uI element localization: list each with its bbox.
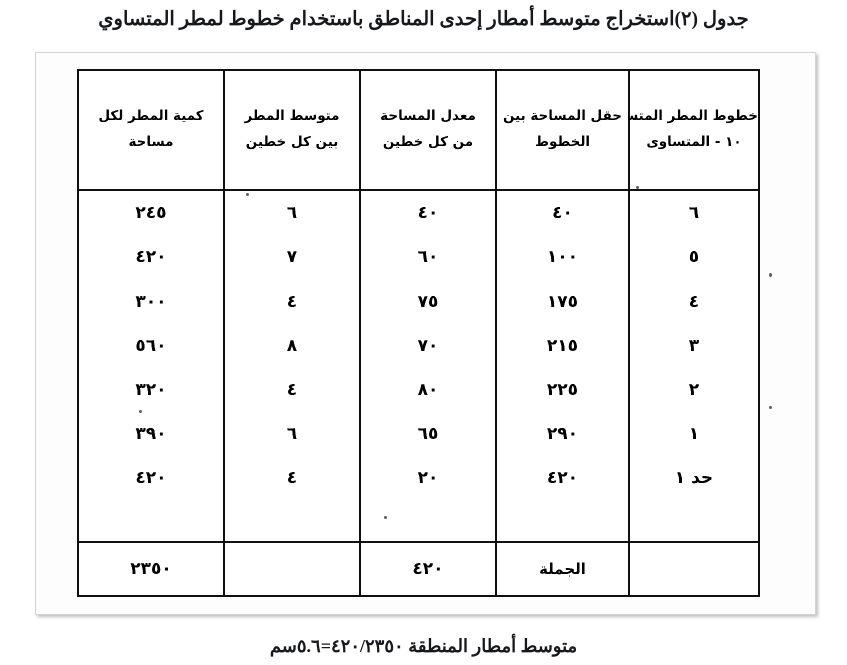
cell-area-between: ٤٠ (495, 188, 630, 236)
spacer-cell (223, 500, 361, 543)
cell-quantity: ٣٠٠ (77, 279, 225, 324)
scan-speckle (769, 273, 772, 277)
column-header-quantity: كمية المطر لكل مساحة (77, 69, 225, 191)
cell-quantity: ٢٤٥ (77, 188, 225, 236)
column-header-isohyet-line2: ١٠ - المتساوى (646, 134, 742, 150)
cell-quantity: ٤٢٠ (77, 456, 225, 501)
column-header-avg-area-line2: من كل خطين (382, 134, 474, 150)
total-cell-isohyet (628, 540, 760, 598)
figure-caption: متوسط أمطار المنطقة ٤٢٠/٢٣٥٠=٥.٦سم (269, 636, 578, 656)
cell-avg-rain: ٤ (223, 367, 361, 413)
column-header-avg-area: معدل المساحة من كل خطين (359, 69, 497, 191)
cell-avg-rain: ٦ (223, 412, 361, 457)
column-header-quantity-line2: مساحة (128, 134, 174, 150)
cell-avg-area: ٧٥ (359, 279, 497, 324)
column-header-area-between-line2: الخطوط (534, 134, 591, 150)
table-row: ٦ ٤٠ ٤٠ ٦ ٢٤٥ (77, 188, 760, 236)
cell-avg-area: ٢٠ (359, 456, 497, 501)
table-header: خطوط المطر المتساوى ١٠ - المتساوى حقل ال… (77, 69, 760, 191)
table-total-row: الجملة ٤٢٠ ٢٣٥٠ (77, 540, 760, 598)
cell-area-between: ١٠٠ (495, 235, 630, 280)
table-row: ٢ ٢٢٥ ٨٠ ٤ ٣٢٠ (77, 367, 760, 413)
column-header-isohyet-line1: خطوط المطر المتساوى (599, 108, 758, 125)
total-cell-avg-rain (223, 540, 361, 598)
spacer-cell (628, 500, 760, 543)
scan-speckle (769, 406, 772, 409)
rainfall-table: خطوط المطر المتساوى ١٠ - المتساوى حقل ال… (77, 69, 760, 598)
table-row: ٥ ١٠٠ ٦٠ ٧ ٤٢٠ (77, 235, 760, 280)
cell-area-between: ٢١٥ (495, 323, 630, 368)
table-row: ٣ ٢١٥ ٧٠ ٨ ٥٦٠ (77, 323, 760, 368)
column-header-avg-rain: متوسط المطر بين كل خطين (223, 69, 361, 191)
cell-isohyet: حد ١ (628, 456, 760, 501)
spacer-cell (359, 500, 497, 543)
table-body: ٦ ٤٠ ٤٠ ٦ ٢٤٥ ٥ ١٠٠ ٦٠ ٧ ٤٢٠ ٤ ١٧٥ ٧٥ (77, 188, 760, 598)
cell-quantity: ٥٦٠ (77, 323, 225, 368)
cell-area-between: ٤٢٠ (495, 456, 630, 501)
spacer-cell (495, 500, 630, 543)
cell-area-between: ٢٩٠ (495, 412, 630, 457)
cell-avg-area: ٧٠ (359, 323, 497, 368)
cell-quantity: ٤٢٠ (77, 235, 225, 280)
column-header-area-between-line1: حقل المساحة بين (502, 108, 623, 125)
total-cell-quantity: ٢٣٥٠ (77, 540, 225, 598)
column-header-area-between: حقل المساحة بين الخطوط (495, 69, 630, 191)
column-header-isohyet: خطوط المطر المتساوى ١٠ - المتساوى (599, 69, 760, 191)
scanned-table-image: خطوط المطر المتساوى ١٠ - المتساوى حقل ال… (36, 53, 815, 614)
cell-area-between: ٢٢٥ (495, 367, 630, 413)
cell-isohyet: ٤ (628, 279, 760, 324)
spacer-cell (77, 500, 225, 543)
table-header-row: خطوط المطر المتساوى ١٠ - المتساوى حقل ال… (77, 69, 760, 191)
cell-isohyet: ٢ (628, 367, 760, 413)
cell-avg-rain: ٨ (223, 323, 361, 368)
cell-area-between: ١٧٥ (495, 279, 630, 324)
column-header-avg-rain-line1: متوسط المطر (244, 108, 340, 125)
column-header-quantity-line1: كمية المطر لكل (98, 108, 204, 125)
cell-avg-rain: ٧ (223, 235, 361, 280)
column-header-avg-rain-line2: بين كل خطين (245, 134, 339, 150)
cell-avg-rain: ٤ (223, 279, 361, 324)
cell-avg-area: ٨٠ (359, 367, 497, 413)
total-cell-avg-area: ٤٢٠ (359, 540, 497, 598)
cell-isohyet: ١ (628, 412, 760, 457)
cell-avg-rain: ٦ (223, 188, 361, 236)
table-row: حد ١ ٤٢٠ ٢٠ ٤ ٤٢٠ (77, 456, 760, 501)
cell-isohyet: ٦ (628, 188, 760, 236)
cell-avg-area: ٦٠ (359, 235, 497, 280)
cell-isohyet: ٣ (628, 323, 760, 368)
cell-avg-area: ٦٥ (359, 412, 497, 457)
cell-avg-rain: ٤ (223, 456, 361, 501)
cell-avg-area: ٤٠ (359, 188, 497, 236)
cell-quantity: ٣٩٠ (77, 412, 225, 457)
figure-frame: خطوط المطر المتساوى ١٠ - المتساوى حقل ال… (35, 52, 816, 615)
cell-quantity: ٣٢٠ (77, 367, 225, 413)
column-header-avg-area-line1: معدل المساحة (380, 108, 476, 125)
table-row: ١ ٢٩٠ ٦٥ ٦ ٣٩٠ (77, 412, 760, 457)
cell-isohyet: ٥ (628, 235, 760, 280)
table-row: ٤ ١٧٥ ٧٥ ٤ ٣٠٠ (77, 279, 760, 324)
page-title: جدول (٢)استخراج متوسط أمطار إحدى المناطق… (98, 9, 749, 30)
table-spacer-row (77, 500, 760, 543)
total-row-label: الجملة (495, 540, 630, 598)
